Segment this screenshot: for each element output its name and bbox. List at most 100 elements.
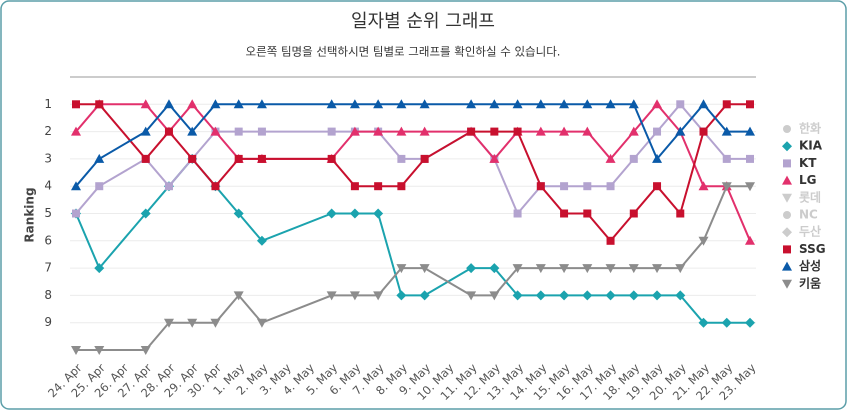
legend-item[interactable]: SSG — [783, 242, 826, 256]
legend-marker — [783, 245, 791, 254]
point — [327, 154, 336, 163]
point — [629, 154, 638, 163]
point — [653, 182, 662, 191]
legend-marker — [783, 125, 791, 133]
point — [628, 264, 639, 274]
point — [652, 290, 663, 301]
point — [605, 99, 616, 109]
point — [140, 346, 151, 355]
point — [256, 318, 267, 328]
point — [373, 208, 384, 219]
chart-subtitle: 오른쪽 팀명을 선택하시면 팀별로 그래프를 확인하실 수 있습니다. — [246, 45, 561, 59]
point — [582, 126, 593, 136]
legend-label: 두산 — [799, 224, 821, 239]
y-tick-label: 7 — [44, 261, 52, 275]
point — [745, 182, 755, 192]
point — [489, 99, 500, 109]
point — [419, 264, 430, 274]
point — [373, 291, 384, 301]
point — [698, 99, 709, 109]
point — [559, 99, 570, 109]
point — [745, 235, 755, 245]
point — [71, 346, 81, 355]
point — [210, 318, 221, 328]
point — [652, 153, 663, 163]
point — [582, 99, 593, 109]
point — [163, 99, 174, 109]
point — [187, 318, 198, 328]
point — [420, 154, 429, 163]
point — [675, 290, 686, 301]
point — [489, 291, 500, 301]
point — [675, 264, 686, 274]
point — [233, 291, 244, 301]
point — [745, 317, 755, 328]
y-tick-label: 3 — [44, 151, 52, 165]
legend-item[interactable]: 롯데 — [782, 189, 821, 204]
legend-label: SSG — [799, 242, 826, 256]
legend-marker — [783, 159, 791, 168]
point — [535, 290, 546, 301]
point — [745, 126, 755, 136]
point — [653, 127, 662, 136]
point — [95, 100, 104, 109]
point — [698, 236, 709, 246]
legend-label: 롯데 — [799, 189, 821, 204]
legend-item[interactable]: 삼성 — [782, 258, 821, 273]
point — [396, 264, 407, 274]
point — [560, 182, 569, 191]
point — [234, 154, 243, 163]
point — [187, 99, 198, 109]
point — [583, 182, 592, 191]
y-tick-label: 8 — [44, 288, 52, 302]
legend-item[interactable]: 한화 — [783, 121, 821, 136]
point — [350, 182, 359, 191]
legend-item[interactable]: 키움 — [782, 275, 821, 290]
point — [163, 318, 174, 328]
legend-item[interactable]: KIA — [782, 139, 823, 153]
y-tick-label: 5 — [44, 206, 52, 220]
point — [467, 127, 476, 136]
point — [326, 208, 337, 219]
legend-label: 한화 — [799, 121, 821, 136]
point — [560, 209, 569, 218]
legend-item[interactable]: NC — [783, 208, 818, 222]
point — [722, 100, 731, 109]
point — [466, 291, 477, 301]
legend-marker — [783, 211, 791, 219]
point — [721, 317, 732, 328]
point — [606, 182, 615, 191]
point — [233, 99, 244, 109]
legend-label: 키움 — [799, 275, 821, 290]
point — [605, 264, 616, 274]
y-tick-label: 4 — [44, 179, 52, 193]
legend-marker — [782, 141, 792, 152]
point — [257, 154, 266, 163]
point — [396, 99, 407, 109]
y-axis-label: Ranking — [23, 187, 37, 242]
point — [512, 264, 523, 274]
y-tick-label: 9 — [44, 315, 52, 329]
point — [326, 291, 337, 301]
point — [582, 264, 593, 274]
point — [233, 208, 244, 219]
legend-item[interactable]: KT — [783, 156, 817, 170]
point — [72, 209, 80, 218]
point — [583, 209, 592, 218]
y-tick-label: 2 — [44, 124, 52, 138]
legend-item[interactable]: LG — [782, 173, 817, 187]
point — [721, 126, 732, 136]
point — [187, 126, 198, 136]
legend-item[interactable]: 두산 — [782, 224, 821, 239]
point — [652, 99, 663, 109]
point — [326, 99, 337, 109]
point — [535, 126, 546, 136]
point — [349, 208, 360, 219]
point — [628, 126, 639, 136]
point — [419, 126, 430, 136]
point — [164, 182, 173, 191]
point — [419, 290, 430, 301]
point — [140, 126, 151, 136]
point — [559, 290, 570, 301]
point — [606, 236, 615, 245]
